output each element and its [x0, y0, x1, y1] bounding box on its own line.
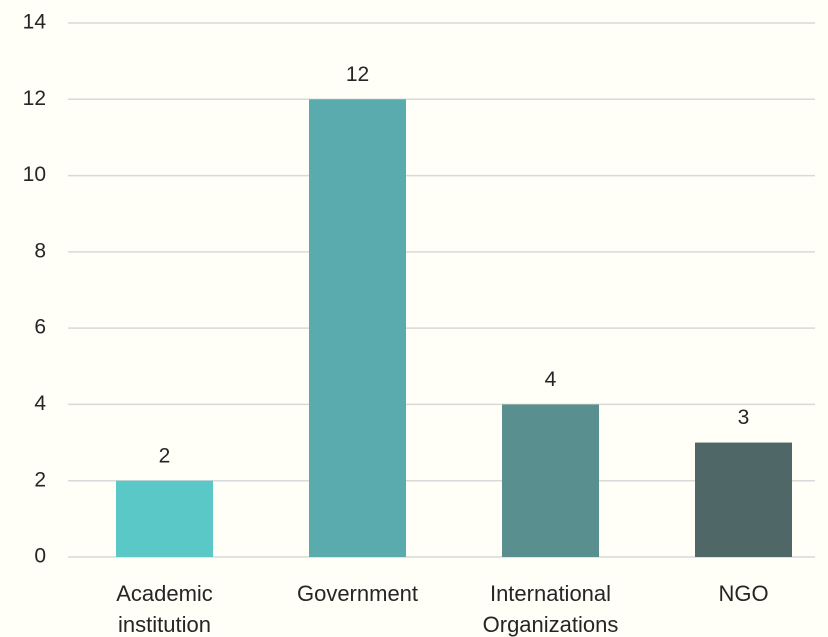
y-tick-label: 2 — [34, 468, 46, 491]
x-tick-label: Government — [296, 581, 419, 606]
y-tick-label: 8 — [34, 239, 46, 262]
bar — [116, 480, 213, 557]
y-tick-label: 4 — [34, 392, 46, 415]
data-label: 12 — [346, 63, 369, 86]
y-tick-label: 10 — [23, 163, 46, 186]
bar — [502, 404, 599, 557]
data-label: 3 — [738, 406, 750, 429]
x-tick-label: NGO — [718, 581, 769, 606]
data-label: 2 — [159, 444, 171, 467]
y-tick-label: 14 — [23, 11, 47, 34]
x-tick-label: International Organizations — [482, 581, 619, 637]
y-tick-label: 0 — [34, 545, 46, 568]
bar — [695, 442, 792, 557]
data-label: 4 — [545, 368, 557, 391]
bar — [309, 99, 406, 558]
x-tick-label: Academic institution — [116, 581, 213, 637]
y-tick-label: 6 — [34, 316, 46, 339]
y-tick-label: 12 — [23, 87, 46, 110]
